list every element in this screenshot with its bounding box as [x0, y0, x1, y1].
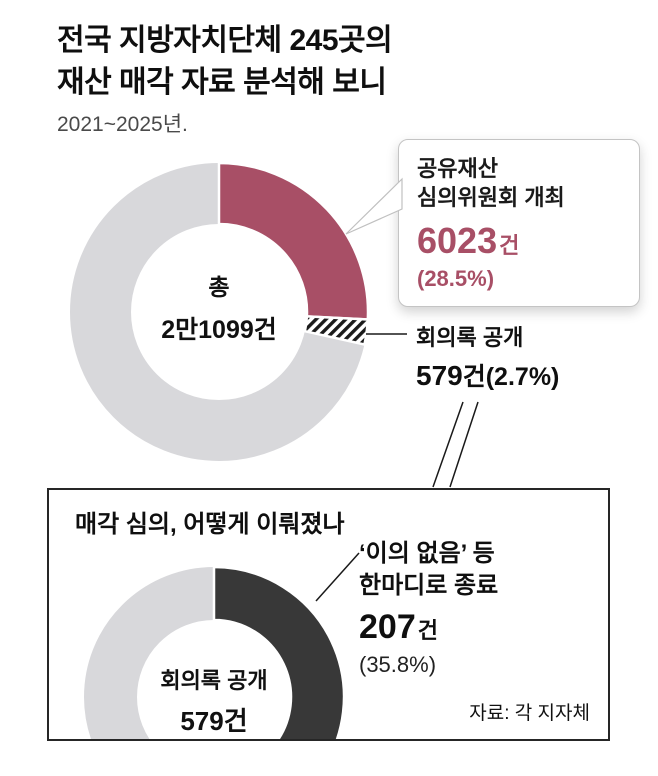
no-objection-callout: ‘이의 없음’ 등 한마디로 종료 207건 (35.8%) — [359, 538, 498, 678]
slice-committee-held — [217, 161, 370, 321]
committee-count: 6023건 — [417, 220, 621, 262]
deliberation-section-title: 매각 심의, 어떻게 이뤄졌나 — [75, 511, 345, 538]
no-objection-line2: 한마디로 종료 — [359, 572, 499, 599]
deliberation-center-line1: 회의록 공개 — [160, 668, 268, 693]
deliberation-center-line2: 579건 — [180, 706, 248, 736]
no-objection-count-value: 207 — [359, 608, 416, 646]
deliberation-section-box: 매각 심의, 어떻게 이뤄졌나 회의록 공개 579건 ‘이의 없음’ 등 한마… — [47, 488, 610, 741]
committee-callout-box: 공유재산 심의위원회 개최 6023건 (28.5%) — [398, 139, 640, 307]
slice-no-objection — [212, 565, 346, 739]
no-objection-line1: ‘이의 없음’ 등 — [359, 540, 495, 567]
funnel-connector-lines — [432, 401, 479, 488]
total-donut-center-label: 총 2만1099건 — [119, 268, 319, 346]
minutes-count: 579건(2.7%) — [416, 357, 559, 393]
source-credit: 자료: 각 지자체 — [469, 703, 590, 724]
committee-count-unit: 건 — [499, 233, 520, 258]
minutes-label: 회의록 공개 — [416, 325, 524, 350]
total-value: 2만1099건 — [161, 316, 277, 344]
minutes-count-unit: 건 — [462, 363, 486, 391]
deliberation-donut-center-label: 회의록 공개 579건 — [114, 663, 314, 738]
no-objection-count: 207건 — [359, 608, 498, 647]
minutes-percent: (2.7%) — [485, 363, 560, 391]
slice-minutes-disclosed — [303, 315, 370, 346]
no-objection-count-unit: 건 — [417, 618, 438, 643]
committee-count-value: 6023 — [417, 220, 498, 261]
committee-percent: (28.5%) — [417, 266, 495, 291]
no-objection-percent: (35.8%) — [359, 652, 437, 677]
deliberation-donut-chart — [84, 565, 346, 739]
title-line-2: 재산 매각 자료 분석해 보니 — [57, 66, 387, 99]
page-title: 전국 지방자치단체 245곳의 재산 매각 자료 분석해 보니 — [57, 20, 393, 104]
minutes-count-value: 579 — [416, 360, 463, 391]
minutes-disclosed-label: 회의록 공개 579건(2.7%) — [416, 320, 559, 393]
committee-callout-line2: 심의위원회 개최 — [417, 185, 565, 210]
subtitle-period: 2021~2025년. — [57, 113, 188, 136]
total-label: 총 — [208, 274, 230, 300]
title-line-1: 전국 지방자치단체 245곳의 — [57, 24, 393, 57]
total-donut-chart — [70, 161, 370, 461]
committee-callout-line1: 공유재산 — [417, 156, 498, 181]
